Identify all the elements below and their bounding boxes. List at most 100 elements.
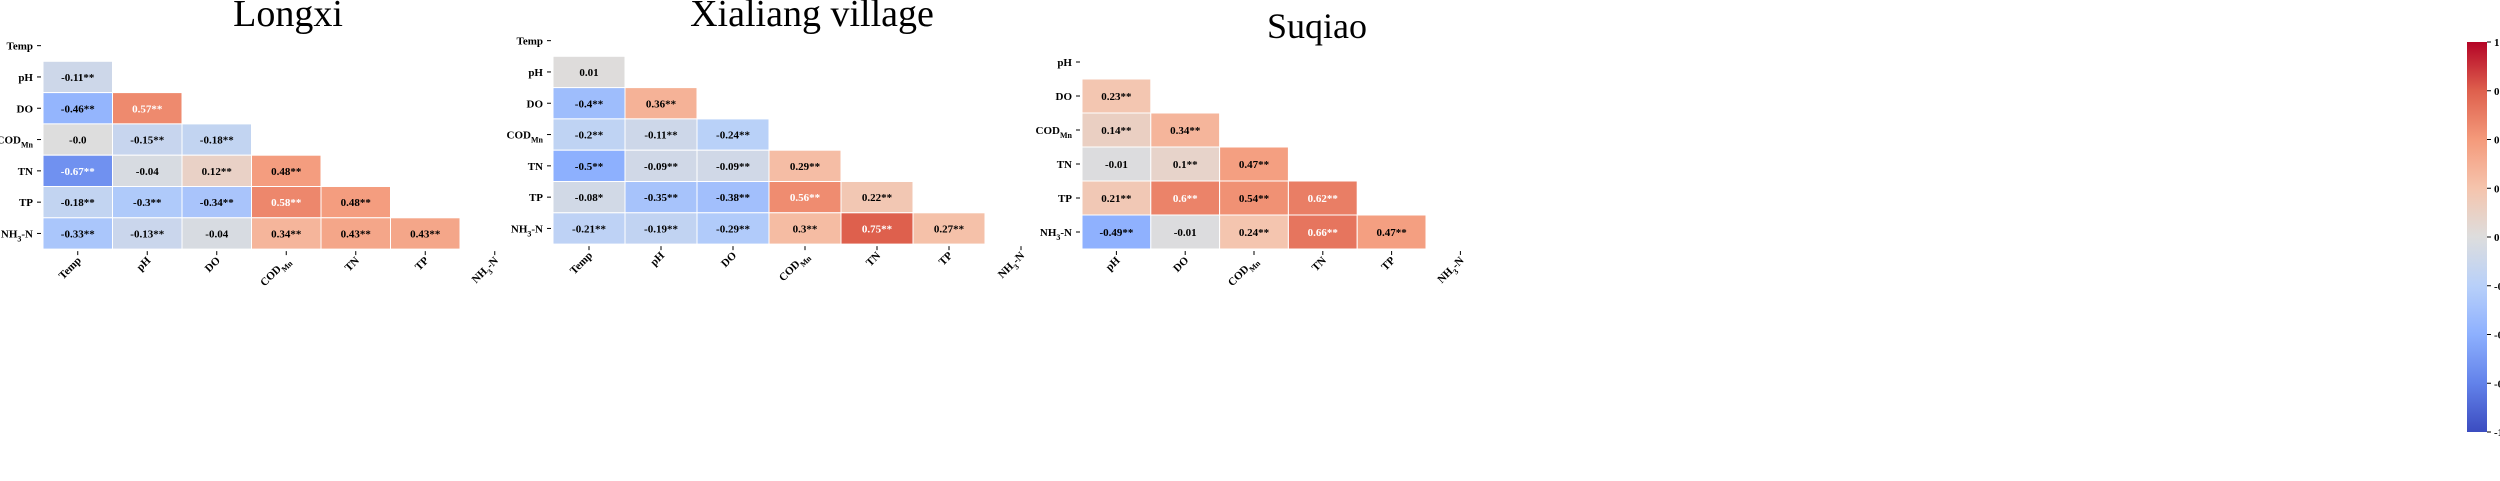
cell-value-label: 0.1**	[1173, 159, 1198, 171]
y-tick-label-ph: pH	[1057, 57, 1072, 69]
heatmap-cell	[1081, 112, 1152, 148]
colorbar-tick-label: -0.75	[2494, 378, 2500, 390]
x-tick-label-ph: pH	[648, 249, 667, 268]
cell-value-label: 0.66**	[1308, 227, 1339, 239]
cell-value-label: 0.22**	[862, 192, 893, 204]
y-tick-label-do: DO	[527, 98, 544, 110]
cell-value-label: -0.35**	[644, 192, 678, 204]
cell-value-label: 0.21**	[1101, 193, 1132, 205]
colorbar-tick-label: 0.00	[2494, 232, 2500, 244]
heatmap-cell	[112, 186, 183, 219]
x-tick-label-temp: Temp	[568, 250, 595, 277]
colorbar-tick-label: 0.75	[2494, 86, 2500, 98]
heatmap-cell	[181, 123, 252, 156]
heatmap-cell	[320, 217, 391, 250]
cell-value-label: 0.14**	[1101, 125, 1132, 137]
cell-value-label: 0.24**	[1239, 227, 1270, 239]
y-tick-label-tp: TP	[1058, 193, 1072, 205]
colorbar-tick-label: 0.50	[2494, 135, 2500, 147]
heatmap-cell	[181, 217, 252, 250]
cell-value-label: -0.01	[1105, 159, 1128, 171]
cell-value-label: 0.23**	[1101, 91, 1132, 103]
heatmap-cell	[1150, 146, 1221, 182]
colorbar-tick-label: 1.00	[2494, 37, 2500, 49]
heatmap-cell	[42, 217, 113, 250]
heatmap-cell	[251, 186, 322, 219]
x-tick-label-nh3-n: NH3​-N	[470, 255, 503, 288]
heatmap-panel-suqiao: Suqiao 0.23** 0.14** 0.34** -0.01 0.1** 0.47**…	[1036, 6, 1467, 289]
cell-value-label: -0.18**	[61, 197, 95, 209]
cell-value-label: 0.62**	[1308, 193, 1339, 205]
cell-value-label: 0.29**	[790, 161, 821, 173]
colorbar-tick-label: -1.00	[2494, 427, 2500, 439]
heatmap-cell	[112, 217, 183, 250]
heatmap-cell	[1081, 214, 1152, 250]
heatmap-cell	[696, 118, 770, 151]
x-tick-label-tp: TP	[413, 255, 432, 274]
cell-value-label: -0.2**	[575, 130, 604, 142]
cell-value-label: 0.47**	[1376, 227, 1407, 239]
heatmap-cell	[1150, 112, 1221, 148]
x-tick-label-nh3-n: NH3​-N	[996, 250, 1029, 283]
cell-value-label: -0.01	[1174, 227, 1197, 239]
y-tick-label-nh3-n: NH3​-N	[1040, 227, 1072, 242]
heatmap-panel-longxi: Longxi -0.11** -0.46** 0.57** -0.0 -0.15** -0.…	[0, 0, 503, 291]
cell-value-label: -0.08*	[575, 192, 604, 204]
cell-value-label: -0.0	[69, 135, 87, 147]
heatmap-cell	[624, 87, 698, 120]
heatmap-cell	[624, 149, 698, 182]
cell-value-label: -0.11**	[644, 130, 678, 142]
cell-value-label: -0.21**	[572, 223, 606, 235]
cell-value-label: 0.48**	[271, 166, 302, 178]
heatmap-cell	[1150, 214, 1221, 250]
y-tick-label-ph: pH	[18, 72, 33, 84]
colorbar-gradient	[2467, 42, 2487, 432]
heatmap-cell	[768, 181, 842, 214]
cell-value-label: 0.6**	[1173, 193, 1198, 205]
cell-value-label: 0.27**	[934, 223, 965, 235]
cell-value-label: 0.57**	[132, 103, 163, 115]
y-tick-label-tn: TN	[528, 161, 543, 173]
cell-value-label: -0.5**	[575, 161, 604, 173]
cell-value-label: -0.3**	[133, 197, 162, 209]
x-tick-label-do: DO	[203, 254, 223, 274]
y-tick-label-codmn: CODMn​	[1036, 125, 1073, 140]
cell-value-label: 0.58**	[271, 197, 302, 209]
heatmap-cell	[112, 154, 183, 187]
cell-value-label: -0.24**	[716, 130, 750, 142]
cell-value-label: 0.34**	[271, 228, 302, 240]
colorbar-tick-label: -0.50	[2494, 330, 2500, 342]
y-tick-label-tn: TN	[18, 166, 33, 178]
heatmap-cell	[552, 55, 626, 89]
cell-value-label: 0.43**	[341, 228, 372, 240]
y-tick-label-nh3-n: NH3​-N	[511, 223, 543, 238]
heatmap-cell	[840, 181, 914, 214]
heatmap-cell	[552, 149, 626, 182]
panel-title: Suqiao	[1267, 6, 1367, 46]
cell-value-label: 0.54**	[1239, 193, 1270, 205]
y-tick-label-temp: Temp	[7, 41, 34, 53]
x-tick-label-codmn: CODMn​	[777, 249, 814, 286]
cell-value-label: -0.15**	[130, 135, 164, 147]
x-tick-label-tn: TN	[1310, 255, 1329, 274]
x-tick-label-ph: pH	[1104, 254, 1123, 273]
x-tick-label-tn: TN	[864, 250, 883, 269]
cell-value-label: -0.04	[205, 228, 228, 240]
cell-value-label: 0.48**	[341, 197, 372, 209]
y-tick-label-tp: TP	[529, 192, 543, 204]
cell-value-label: 0.34**	[1170, 125, 1201, 137]
heatmap-cell	[912, 212, 986, 245]
x-tick-label-do: DO	[719, 249, 739, 269]
heatmap-cell	[42, 92, 113, 125]
cell-value-label: -0.49**	[1099, 227, 1133, 239]
cell-value-label: 0.12**	[202, 166, 233, 178]
x-tick-label-do: DO	[1171, 254, 1191, 274]
cell-value-label: -0.34**	[200, 197, 234, 209]
x-tick-label-codmn: CODMn​	[258, 254, 295, 291]
cell-value-label: 0.47**	[1239, 159, 1270, 171]
panel-title: Xialiang village	[690, 0, 934, 35]
heatmap-cell	[696, 149, 770, 182]
cell-value-label: -0.29**	[716, 223, 750, 235]
heatmap-cell	[1219, 180, 1289, 216]
